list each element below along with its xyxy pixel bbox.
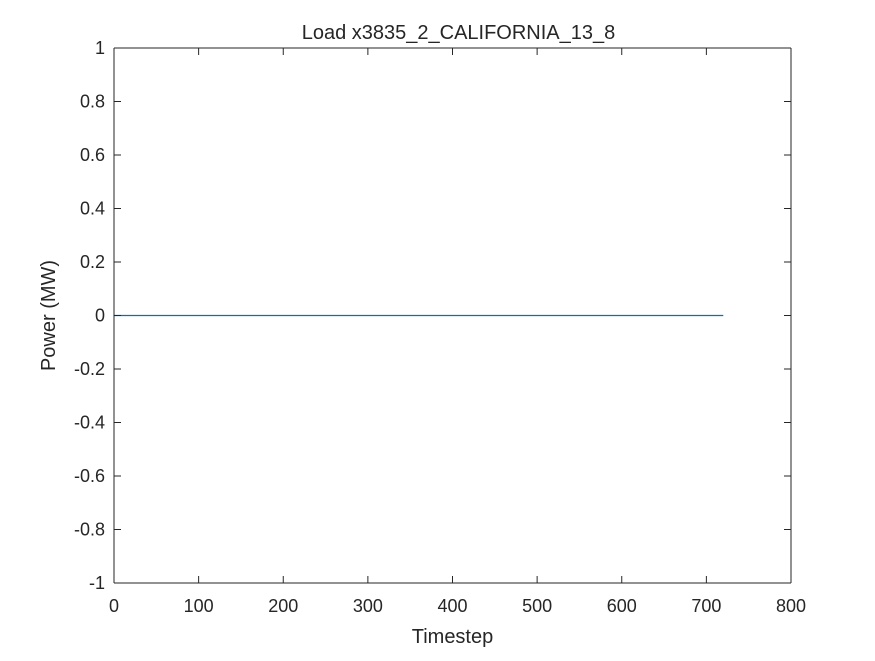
x-tick-label: 200 [268,596,298,616]
y-tick-label: 0 [95,306,105,326]
y-tick-label: 0.8 [80,92,105,112]
x-tick-label: 300 [353,596,383,616]
y-tick-label: -0.6 [74,466,105,486]
y-tick-label: 0.6 [80,145,105,165]
x-tick-label: 0 [109,596,119,616]
y-axis-label: Power (MW) [38,260,60,371]
x-tick-label: 100 [184,596,214,616]
y-tick-label: 0.2 [80,252,105,272]
chart-title: Load x3835_2_CALIFORNIA_13_8 [302,22,616,44]
x-tick-label: 800 [776,596,806,616]
y-tick-label: 1 [95,38,105,58]
x-tick-label: 700 [691,596,721,616]
x-tick-label: 600 [607,596,637,616]
tick-layer: 0 100 200 300 400 500 600 700 80010.80.60.40.20-… [74,38,806,616]
x-tick-label: 500 [522,596,552,616]
y-tick-label: -0.8 [74,520,105,540]
x-axis-label: Timestep [412,626,494,648]
x-tick-label: 400 [437,596,467,616]
y-tick-label: -0.2 [74,359,105,379]
y-tick-label: 0.4 [80,199,105,219]
y-tick-label: -0.4 [74,413,105,433]
y-tick-label: -1 [89,573,105,593]
